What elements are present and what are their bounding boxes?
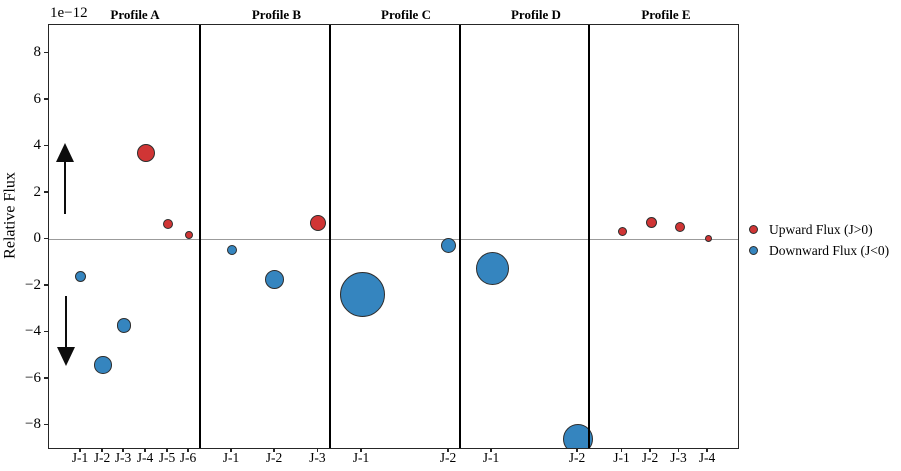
x-tick-label: J-1 (222, 450, 240, 465)
x-tick-label: J-3 (114, 450, 132, 465)
panel-title-profile-a: Profile A (110, 7, 160, 22)
panel-title-profile-e: Profile E (641, 7, 691, 22)
x-tick-label: J-4 (136, 450, 154, 465)
data-point-profile-c-j-1 (339, 271, 385, 317)
panel-title-profile-b: Profile B (251, 7, 302, 22)
y-tick-label: −2 (25, 276, 41, 293)
y-axis-label: Relative Flux (1, 172, 19, 259)
panel-separator (587, 25, 590, 448)
x-tick-label: J-1 (482, 450, 500, 465)
x-tick-mark (677, 448, 680, 453)
panel-separator (458, 25, 461, 448)
x-tick-label: J-2 (641, 450, 659, 465)
x-tick-label: J-5 (158, 450, 176, 465)
downward-arrow-shaft (64, 295, 68, 347)
x-tick-mark (620, 448, 623, 453)
data-point-profile-e-j-1 (618, 227, 628, 237)
data-point-profile-b-j-2 (265, 269, 285, 289)
data-point-profile-b-j-1 (226, 244, 237, 255)
panel-title-profile-d: Profile D (510, 7, 561, 22)
x-tick-mark (101, 448, 103, 453)
y-tick-mark (44, 98, 48, 100)
panel-separator (199, 25, 202, 448)
x-tick-label: J-3 (309, 450, 326, 465)
data-point-profile-d-j-1 (475, 252, 509, 286)
y-tick-label: 0 (33, 230, 42, 246)
data-point-profile-a-j-4 (137, 144, 155, 163)
y-tick-mark (44, 284, 48, 286)
upward-arrow-shaft (63, 162, 67, 214)
x-tick-label: J-2 (93, 450, 111, 465)
data-point-profile-e-j-3 (674, 221, 685, 232)
y-axis-offset-text: 1e−12 (50, 5, 88, 21)
x-tick-mark (447, 448, 449, 453)
data-point-profile-a-j-3 (116, 318, 132, 333)
y-tick-label: 2 (33, 183, 42, 200)
x-tick-label: J-4 (698, 450, 716, 465)
zero-reference-line (49, 239, 738, 240)
data-point-profile-e-j-4 (704, 234, 712, 242)
x-tick-label: J-1 (613, 450, 630, 465)
data-point-profile-b-j-3 (310, 214, 327, 231)
legend-label: Downward Flux (J<0) (769, 242, 890, 258)
y-tick-label: −8 (25, 416, 41, 432)
x-tick-mark (187, 448, 189, 453)
x-tick-mark (316, 448, 319, 453)
x-tick-mark (490, 448, 492, 453)
legend: Upward Flux (J>0) Downward Flux (J<0) (744, 219, 889, 261)
y-tick-mark (44, 191, 48, 193)
y-tick-label: −6 (25, 369, 41, 386)
x-tick-mark (122, 448, 124, 453)
y-tick-mark (44, 377, 48, 379)
x-tick-mark (230, 448, 232, 453)
y-tick-mark (44, 144, 48, 147)
y-tick-mark (44, 330, 48, 333)
downward-arrow-icon (57, 346, 76, 366)
y-tick-label: 6 (33, 90, 42, 107)
x-tick-label: J-1 (71, 450, 89, 465)
x-tick-mark (273, 448, 275, 453)
data-point-profile-d-j-2 (563, 424, 593, 448)
legend-item-downward-flux: Downward Flux (J<0) (744, 240, 889, 261)
data-point-profile-e-j-2 (645, 217, 657, 229)
x-tick-mark (166, 448, 168, 453)
x-tick-mark (79, 448, 81, 453)
downward-flux-marker-icon (749, 246, 758, 255)
panel-title-profile-c: Profile C (381, 7, 431, 22)
data-point-profile-a-j-5 (162, 219, 173, 230)
x-tick-mark (649, 448, 651, 453)
x-tick-label: J-2 (265, 450, 283, 465)
x-tick-mark (576, 448, 578, 453)
x-tick-label: J-3 (670, 450, 687, 465)
y-tick-label: 8 (33, 44, 42, 60)
legend-label: Upward Flux (J>0) (769, 221, 873, 237)
y-tick-label: −4 (25, 323, 41, 339)
x-tick-mark (706, 448, 708, 453)
panel-separator (328, 25, 331, 448)
x-tick-label: J-2 (568, 450, 586, 465)
x-tick-mark (360, 448, 362, 453)
y-tick-mark (44, 51, 48, 54)
data-point-profile-a-j-1 (75, 271, 87, 283)
x-tick-label: J-6 (179, 450, 197, 465)
data-point-profile-c-j-2 (441, 238, 457, 254)
y-tick-mark (44, 423, 48, 426)
data-point-profile-a-j-6 (185, 230, 193, 239)
y-tick-mark (44, 237, 48, 240)
x-tick-label: J-2 (439, 450, 457, 465)
legend-item-upward-flux: Upward Flux (J>0) (744, 219, 889, 240)
x-tick-label: J-1 (352, 450, 370, 465)
y-tick-label: 4 (33, 137, 42, 153)
data-point-profile-a-j-2 (94, 356, 112, 374)
x-tick-mark (144, 448, 146, 453)
plot-area (48, 24, 739, 449)
upward-flux-marker-icon (749, 225, 758, 234)
upward-arrow-icon (55, 143, 74, 162)
